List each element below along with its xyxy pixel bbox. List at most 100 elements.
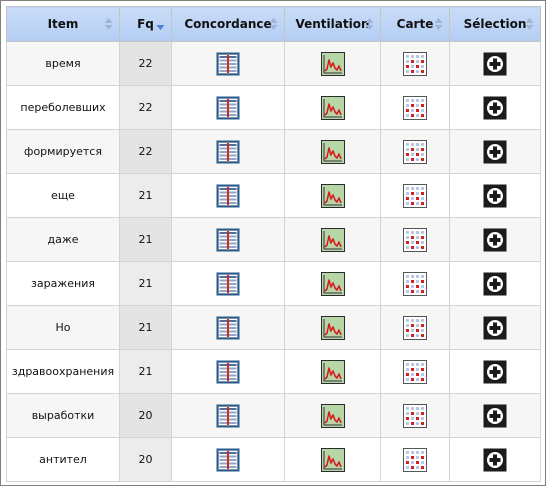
sort-arrows-icon[interactable] <box>434 17 443 31</box>
add-to-selection-icon[interactable] <box>483 360 507 384</box>
map-grid-icon[interactable] <box>403 315 427 340</box>
results-table: Item Fq Concordance Ventilation Carte Sélecti… <box>6 6 541 482</box>
column-header-item[interactable]: Item <box>6 6 120 42</box>
frequency-cell: 21 <box>119 217 172 262</box>
sort-arrows-icon[interactable] <box>525 17 534 31</box>
frequency-cell: 20 <box>119 437 172 482</box>
ventilation-cell <box>284 129 381 174</box>
concordance-icon[interactable] <box>216 316 240 340</box>
carte-cell <box>380 85 450 130</box>
add-to-selection-icon[interactable] <box>483 140 507 164</box>
table-row: здравоохранения 21 <box>6 349 541 394</box>
ventilation-chart-icon[interactable] <box>320 447 345 472</box>
column-header-carte[interactable]: Carte <box>380 6 450 42</box>
map-grid-icon[interactable] <box>403 403 427 428</box>
column-header-label: Sélection <box>463 17 527 31</box>
item-cell: Но <box>6 305 120 350</box>
concordance-icon[interactable] <box>216 228 240 252</box>
sort-arrows-icon[interactable] <box>104 17 113 31</box>
concordance-icon[interactable] <box>216 184 240 208</box>
add-to-selection-icon[interactable] <box>483 184 507 208</box>
carte-cell <box>380 261 450 306</box>
concordance-cell <box>171 393 285 438</box>
frequency-cell: 21 <box>119 305 172 350</box>
item-cell: даже <box>6 217 120 262</box>
table-row: даже 21 <box>6 217 541 262</box>
ventilation-chart-icon[interactable] <box>320 139 345 164</box>
add-to-selection-icon[interactable] <box>483 448 507 472</box>
add-to-selection-icon[interactable] <box>483 272 507 296</box>
sort-arrows-icon[interactable] <box>365 17 374 31</box>
column-header-label: Item <box>47 17 79 31</box>
item-cell: выработки <box>6 393 120 438</box>
item-cell: антител <box>6 437 120 482</box>
item-cell: здравоохранения <box>6 349 120 394</box>
selection-cell <box>449 173 541 218</box>
add-to-selection-icon[interactable] <box>483 52 507 76</box>
add-to-selection-icon[interactable] <box>483 96 507 120</box>
carte-cell <box>380 437 450 482</box>
concordance-icon[interactable] <box>216 272 240 296</box>
column-header-fq[interactable]: Fq <box>119 6 172 42</box>
concordance-cell <box>171 437 285 482</box>
column-header-label: Fq <box>137 17 154 31</box>
ventilation-chart-icon[interactable] <box>320 183 345 208</box>
concordance-cell <box>171 261 285 306</box>
table-row: заражения 21 <box>6 261 541 306</box>
map-grid-icon[interactable] <box>403 51 427 76</box>
map-grid-icon[interactable] <box>403 139 427 164</box>
add-to-selection-icon[interactable] <box>483 228 507 252</box>
column-header-selection[interactable]: Sélection <box>449 6 541 42</box>
carte-cell <box>380 129 450 174</box>
ventilation-chart-icon[interactable] <box>320 95 345 120</box>
item-cell: формируется <box>6 129 120 174</box>
sort-arrows-icon[interactable] <box>269 17 278 31</box>
map-grid-icon[interactable] <box>403 227 427 252</box>
carte-cell <box>380 217 450 262</box>
ventilation-chart-icon[interactable] <box>320 271 345 296</box>
concordance-icon[interactable] <box>216 96 240 120</box>
concordance-cell <box>171 173 285 218</box>
item-cell: еще <box>6 173 120 218</box>
concordance-icon[interactable] <box>216 52 240 76</box>
ventilation-chart-icon[interactable] <box>320 51 345 76</box>
ventilation-chart-icon[interactable] <box>320 227 345 252</box>
ventilation-cell <box>284 173 381 218</box>
ventilation-cell <box>284 261 381 306</box>
frequency-cell: 21 <box>119 261 172 306</box>
carte-cell <box>380 173 450 218</box>
selection-cell <box>449 41 541 86</box>
carte-cell <box>380 305 450 350</box>
concordance-icon[interactable] <box>216 404 240 428</box>
frequency-cell: 22 <box>119 85 172 130</box>
column-header-ventilation[interactable]: Ventilation <box>284 6 381 42</box>
frequency-cell: 22 <box>119 41 172 86</box>
concordance-icon[interactable] <box>216 448 240 472</box>
map-grid-icon[interactable] <box>403 183 427 208</box>
table-row: еще 21 <box>6 173 541 218</box>
concordance-icon[interactable] <box>216 140 240 164</box>
column-header-label: Carte <box>396 17 434 31</box>
concordance-cell <box>171 305 285 350</box>
selection-cell <box>449 393 541 438</box>
table-body: время 22 переболевших 22 формируется 22 еще 21 д… <box>6 41 541 482</box>
add-to-selection-icon[interactable] <box>483 316 507 340</box>
ventilation-chart-icon[interactable] <box>320 315 345 340</box>
column-header-concordance[interactable]: Concordance <box>171 6 285 42</box>
map-grid-icon[interactable] <box>403 95 427 120</box>
map-grid-icon[interactable] <box>403 271 427 296</box>
map-grid-icon[interactable] <box>403 359 427 384</box>
selection-cell <box>449 129 541 174</box>
ventilation-chart-icon[interactable] <box>320 359 345 384</box>
add-to-selection-icon[interactable] <box>483 404 507 428</box>
sort-descending-icon[interactable] <box>156 17 165 31</box>
concordance-cell <box>171 129 285 174</box>
ventilation-cell <box>284 85 381 130</box>
carte-cell <box>380 41 450 86</box>
frequency-cell: 22 <box>119 129 172 174</box>
map-grid-icon[interactable] <box>403 447 427 472</box>
concordance-icon[interactable] <box>216 360 240 384</box>
ventilation-chart-icon[interactable] <box>320 403 345 428</box>
carte-cell <box>380 349 450 394</box>
